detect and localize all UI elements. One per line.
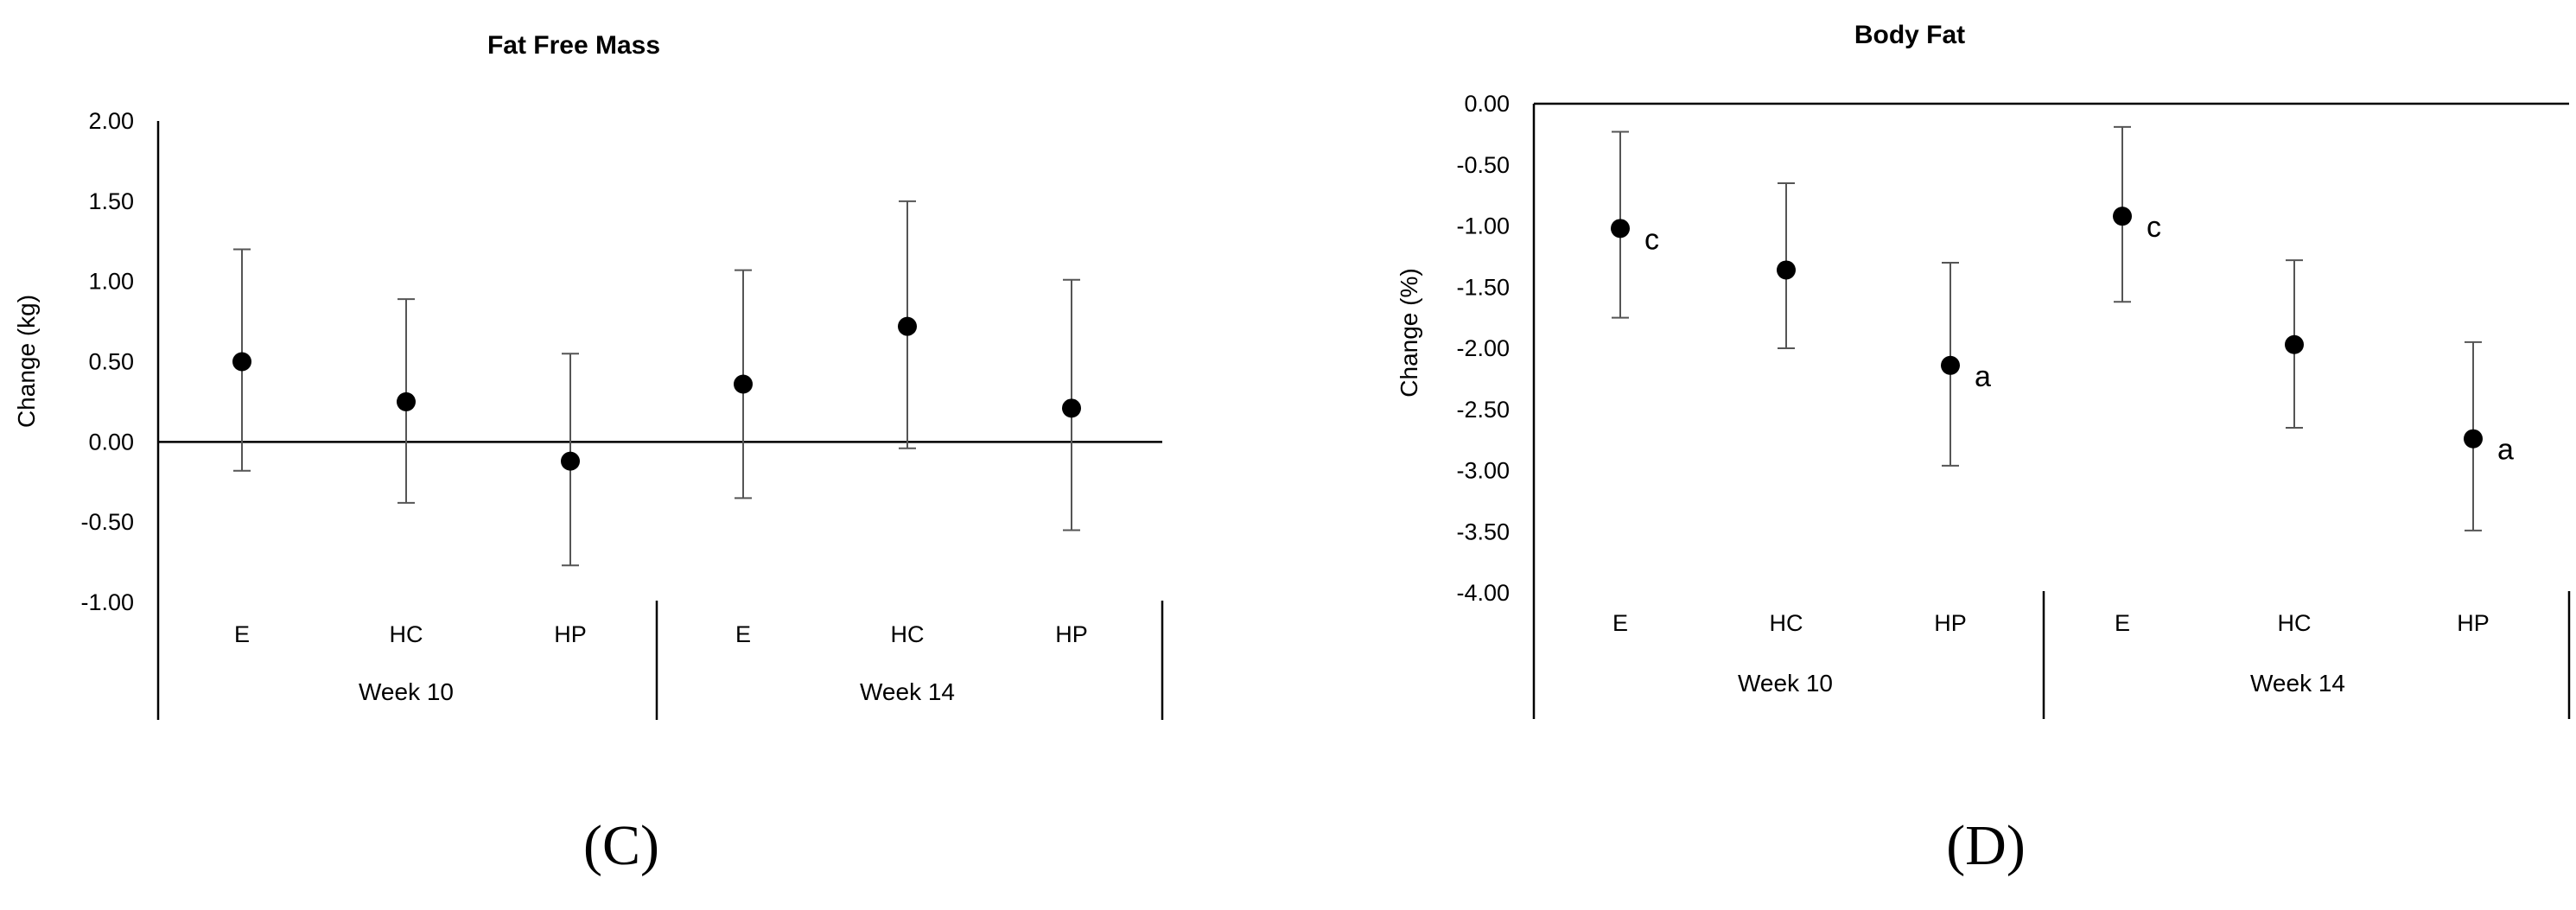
x-group-label: Week 14	[2250, 670, 2345, 697]
y-tick-label: -0.50	[1456, 152, 1510, 178]
data-point-group	[898, 200, 917, 449]
data-point-group	[2285, 259, 2304, 429]
y-tick-label: -4.00	[1456, 580, 1510, 606]
y-axis-label: Change (kg)	[13, 295, 40, 428]
significance-annotation: c	[2147, 211, 2161, 244]
x-group-label: Week 10	[1738, 670, 1833, 697]
data-point-group	[1062, 278, 1081, 531]
x-category-label: HP	[1055, 621, 1088, 647]
panel-label: (C)	[583, 814, 659, 877]
data-point-group	[734, 269, 753, 500]
data-point	[2464, 429, 2483, 449]
chart-title: Fat Free Mass	[487, 31, 660, 60]
x-category-label: HC	[891, 621, 925, 647]
data-point-group: c	[2113, 125, 2161, 303]
data-point-group	[397, 298, 416, 504]
x-group-label: Week 10	[359, 678, 454, 705]
data-point	[561, 451, 580, 471]
data-point	[232, 352, 251, 372]
y-tick-label: -1.00	[80, 589, 134, 615]
data-point	[1777, 260, 1796, 280]
y-tick-label: -3.50	[1456, 519, 1510, 544]
y-tick-label: 2.00	[88, 108, 134, 134]
y-axis-label: Change (%)	[1396, 268, 1422, 397]
x-category-label: E	[735, 621, 751, 647]
x-category-label: E	[234, 621, 250, 647]
data-point-group	[232, 248, 251, 472]
significance-annotation: c	[1644, 223, 1659, 256]
y-tick-label: 0.50	[88, 349, 134, 375]
y-tick-label: -1.00	[1456, 213, 1510, 239]
x-category-label: HP	[554, 621, 587, 647]
data-point	[2285, 334, 2304, 354]
x-category-label: HP	[2457, 610, 2490, 636]
y-tick-label: -3.00	[1456, 458, 1510, 484]
y-tick-label: 1.50	[88, 188, 134, 214]
y-tick-label: -2.00	[1456, 335, 1510, 361]
chart-panel-d: Body Fat Change (%) 0.00 -0.50 -1.00 -1.50 -2.…	[1396, 21, 2571, 877]
data-point	[1062, 398, 1081, 418]
data-point-group: c	[1611, 130, 1659, 319]
data-point-group: a	[1941, 261, 1991, 467]
x-category-label: HC	[1770, 610, 1803, 636]
chart-title: Body Fat	[1854, 21, 1965, 49]
data-point	[1611, 219, 1630, 239]
data-point	[1941, 355, 1960, 375]
y-tick-label: -2.50	[1456, 397, 1510, 423]
x-category-label: E	[1612, 610, 1628, 636]
x-category-label: E	[2115, 610, 2130, 636]
data-point-group: a	[2464, 340, 2514, 531]
data-point	[397, 391, 416, 411]
panel-label: (D)	[1946, 814, 2026, 877]
x-category-label: HC	[2278, 610, 2312, 636]
x-category-label: HC	[390, 621, 423, 647]
y-tick-label: -0.50	[80, 509, 134, 535]
data-point	[898, 316, 917, 336]
x-category-label: HP	[1934, 610, 1967, 636]
chart-panel-c: Fat Free Mass Change (kg) 2.00 1.50 1.00 0.50…	[13, 31, 1164, 877]
significance-annotation: a	[1975, 360, 1991, 393]
y-tick-label: -1.50	[1456, 274, 1510, 300]
x-group-label: Week 14	[860, 678, 955, 705]
y-tick-label: 1.00	[88, 269, 134, 295]
data-point-group	[561, 353, 580, 567]
data-point-group	[1777, 181, 1796, 349]
y-tick-label: 0.00	[88, 429, 134, 455]
y-tick-label: 0.00	[1464, 91, 1510, 117]
data-point	[734, 374, 753, 394]
significance-annotation: a	[2497, 434, 2514, 467]
data-point	[2113, 207, 2132, 226]
